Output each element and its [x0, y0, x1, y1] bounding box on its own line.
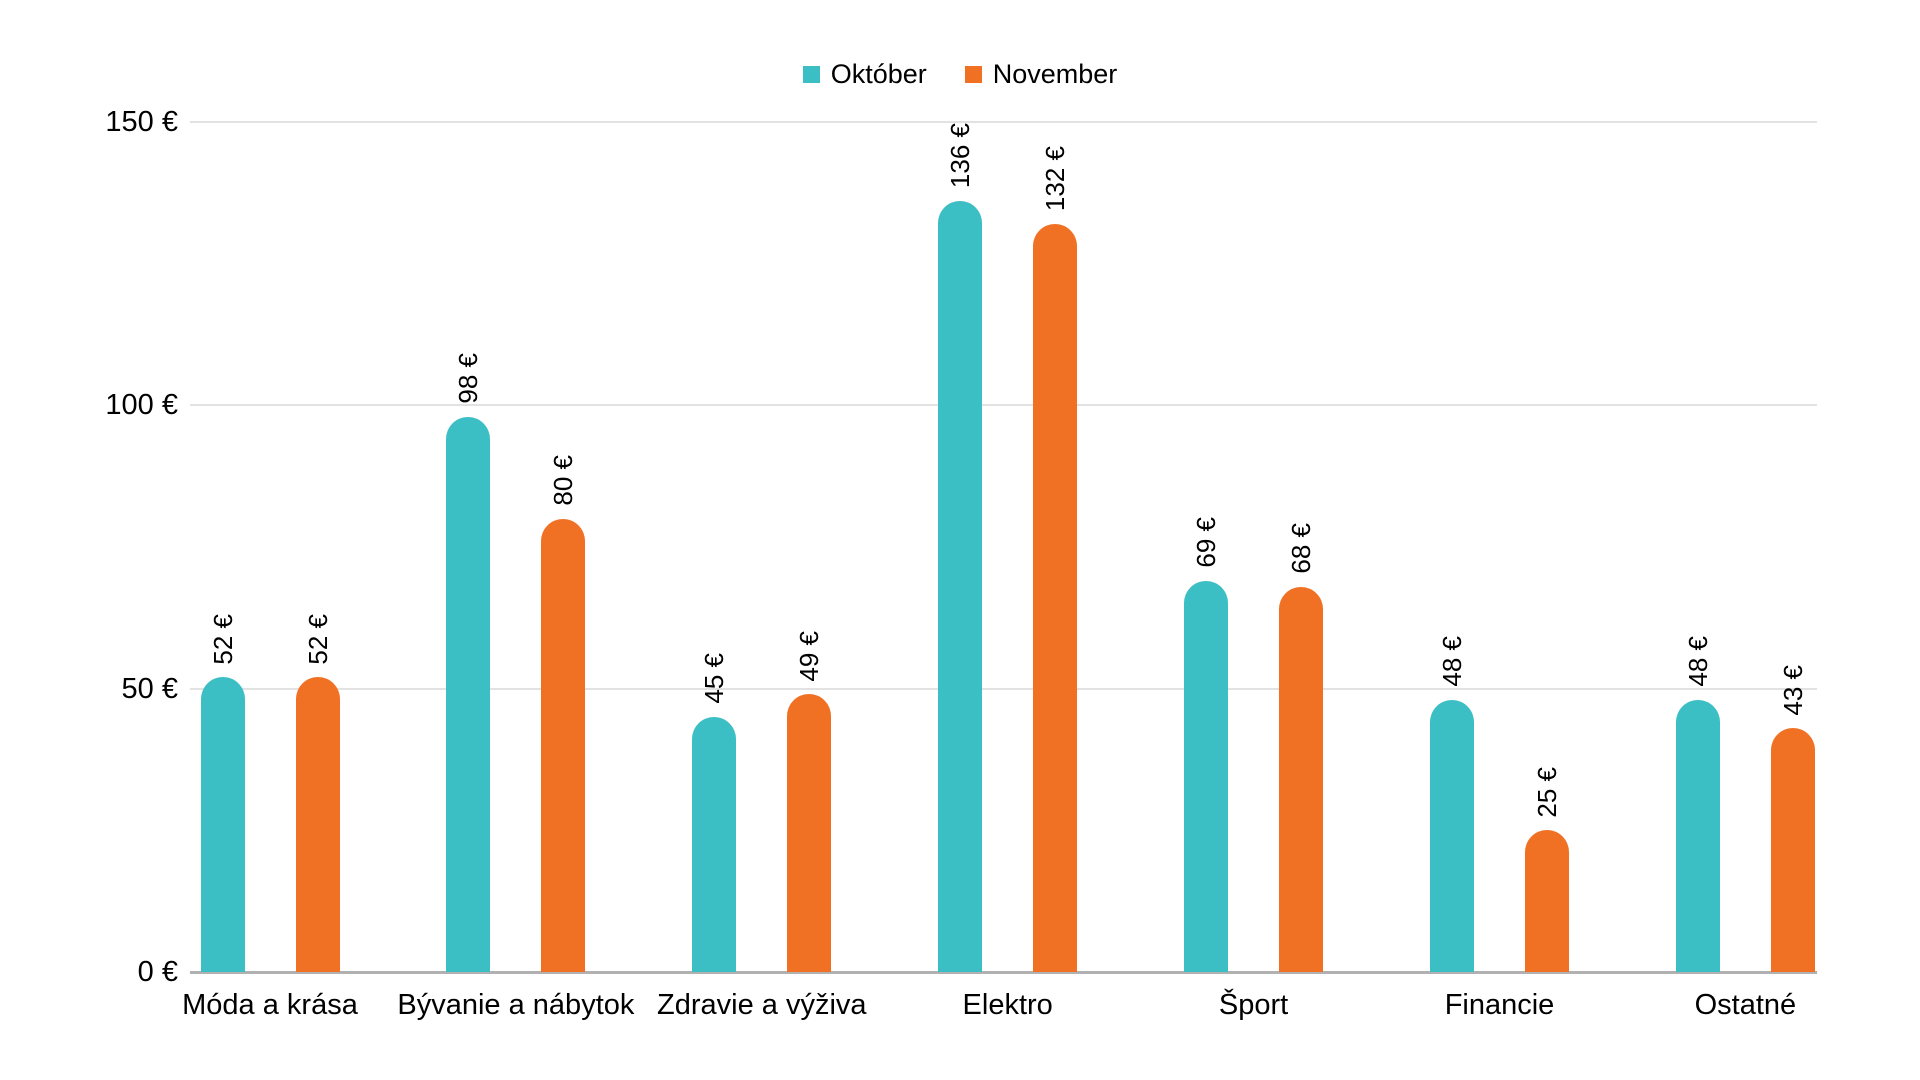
bar-value-label: 48 €	[1437, 636, 1467, 687]
bar-október-0	[200, 677, 245, 972]
gridline	[190, 404, 1817, 407]
bar-október-4	[1184, 581, 1229, 972]
bar-november-4	[1279, 586, 1324, 972]
x-axis-label: Elektro	[962, 989, 1053, 1021]
bar-value-label: 98 €	[453, 353, 484, 404]
bar-value-label: 49 €	[794, 630, 825, 682]
x-axis-label: Bývanie a nábytok	[397, 989, 635, 1021]
bar-value-label: 52 €	[207, 613, 238, 665]
bar-value-label: 80 €	[548, 455, 579, 506]
bar-value-label: 43 €	[1777, 664, 1808, 716]
bar-október-3	[938, 201, 983, 972]
gridline	[190, 121, 1817, 123]
bar-november-3	[1033, 224, 1078, 972]
y-axis-tick-label: 0 €	[137, 956, 178, 988]
chart-legend: Október November	[0, 58, 1920, 90]
bar-október-5	[1430, 700, 1474, 972]
bar-value-label: 69 €	[1191, 517, 1222, 568]
legend-label: November	[992, 59, 1118, 89]
bar-november-2	[787, 694, 832, 972]
x-axis-label: Šport	[1218, 989, 1289, 1021]
y-axis-tick-label: 100 €	[105, 389, 178, 422]
bar-november-1	[541, 518, 586, 972]
bar-value-label: 68 €	[1286, 523, 1317, 574]
bar-november-6	[1770, 728, 1815, 972]
bar-október-1	[446, 416, 491, 972]
legend-label: Október	[830, 59, 927, 89]
bar-value-label: 45 €	[699, 653, 730, 704]
bar-value-label: 52 €	[302, 613, 333, 665]
bar-value-label: 132 €	[1040, 145, 1071, 211]
bar-november-0	[295, 677, 340, 972]
bar-value-label: 25 €	[1532, 766, 1562, 818]
bar-október-2	[692, 717, 737, 972]
legend-item-october: Október	[802, 58, 927, 90]
bar-november-5	[1525, 830, 1569, 972]
bar-október-6	[1675, 700, 1720, 972]
x-axis-label: Financie	[1444, 989, 1555, 1021]
legend-item-november: November	[964, 58, 1118, 90]
legend-swatch-icon	[964, 65, 982, 83]
bar-value-label: 48 €	[1682, 636, 1713, 687]
legend-swatch-icon	[802, 65, 820, 83]
x-axis-label: Zdravie a výživa	[657, 989, 867, 1021]
x-axis-label: Móda a krása	[182, 989, 358, 1021]
x-axis-label: Ostatné	[1694, 989, 1797, 1021]
gridline	[190, 687, 1817, 690]
bar-value-label: 136 €	[945, 123, 976, 189]
y-axis-tick-label: 50 €	[121, 672, 178, 705]
x-axis-line	[190, 971, 1817, 974]
y-axis-tick-label: 150 €	[105, 106, 178, 138]
